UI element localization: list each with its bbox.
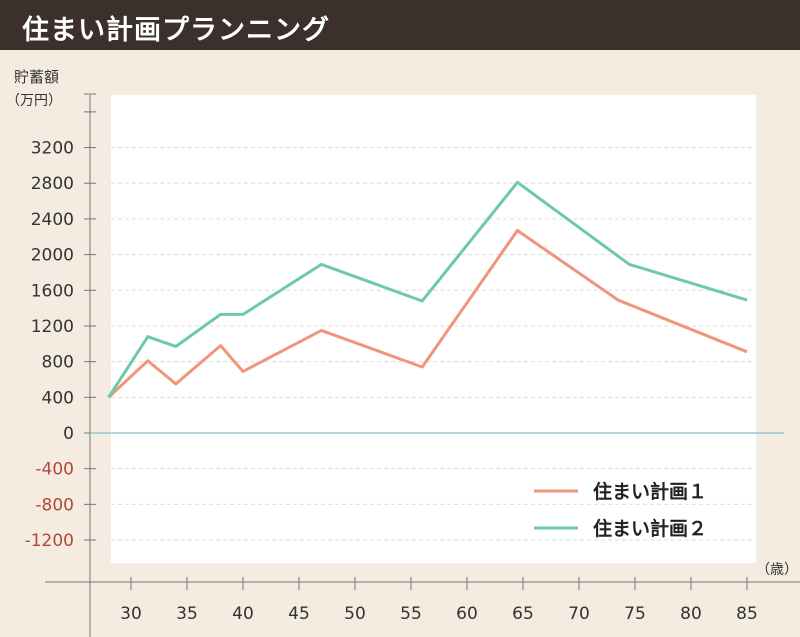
legend-label-2: 住まい計画２ [593, 517, 707, 540]
y-axis-title: 貯蓄額 [14, 68, 59, 86]
y-tick-label: 800 [42, 353, 74, 373]
x-tick-label: 60 [456, 604, 478, 624]
x-tick-label: 45 [288, 604, 310, 624]
series-line-2 [107, 180, 748, 399]
y-tick-label: 400 [42, 388, 74, 408]
x-tick-label: 70 [568, 604, 590, 624]
y-tick-label: 1200 [31, 317, 74, 337]
y-tick-label: -400 [35, 460, 74, 480]
x-tick-label: 50 [344, 604, 366, 624]
x-tick-label: 65 [512, 604, 534, 624]
x-tick-label: 35 [176, 604, 198, 624]
plot-area [111, 95, 756, 563]
legend-label-1: 住まい計画１ [593, 480, 707, 503]
x-tick-label: 80 [680, 604, 702, 624]
x-axis-unit: （歳） [756, 562, 798, 578]
y-axis-ticks: 3200 2800 2400 2000 1600 1200 800 400 0 -400 -800 -… [25, 93, 96, 551]
y-axis-unit: （万円） [6, 93, 62, 109]
y-tick-label: -1200 [25, 531, 74, 551]
y-tick-label: -800 [35, 495, 74, 515]
y-tick-label: 2000 [31, 246, 74, 266]
x-tick-label: 55 [400, 604, 422, 624]
legend: 住まい計画１ 住まい計画２ [534, 480, 707, 540]
x-tick-label: 30 [120, 604, 142, 624]
series-line-1 [107, 229, 748, 399]
y-tick-label: 2400 [31, 210, 74, 230]
x-tick-label: 75 [624, 604, 646, 624]
y-tick-label: 2800 [31, 174, 74, 194]
x-tick-label: 40 [232, 604, 254, 624]
header-bar: 住まい計画プランニング [0, 0, 800, 50]
y-tick-label: 3200 [31, 139, 74, 159]
x-axis-ticks: 30 35 40 45 50 55 60 65 70 75 80 85 [120, 577, 758, 624]
page-title: 住まい計画プランニング [22, 15, 330, 46]
y-tick-label: 1600 [31, 281, 74, 301]
y-tick-label: 0 [63, 424, 74, 444]
series-lines [107, 180, 748, 399]
line-chart: 3200 2800 2400 2000 1600 1200 800 400 0 -400 -800 -… [6, 68, 800, 637]
x-tick-label: 85 [736, 604, 758, 624]
